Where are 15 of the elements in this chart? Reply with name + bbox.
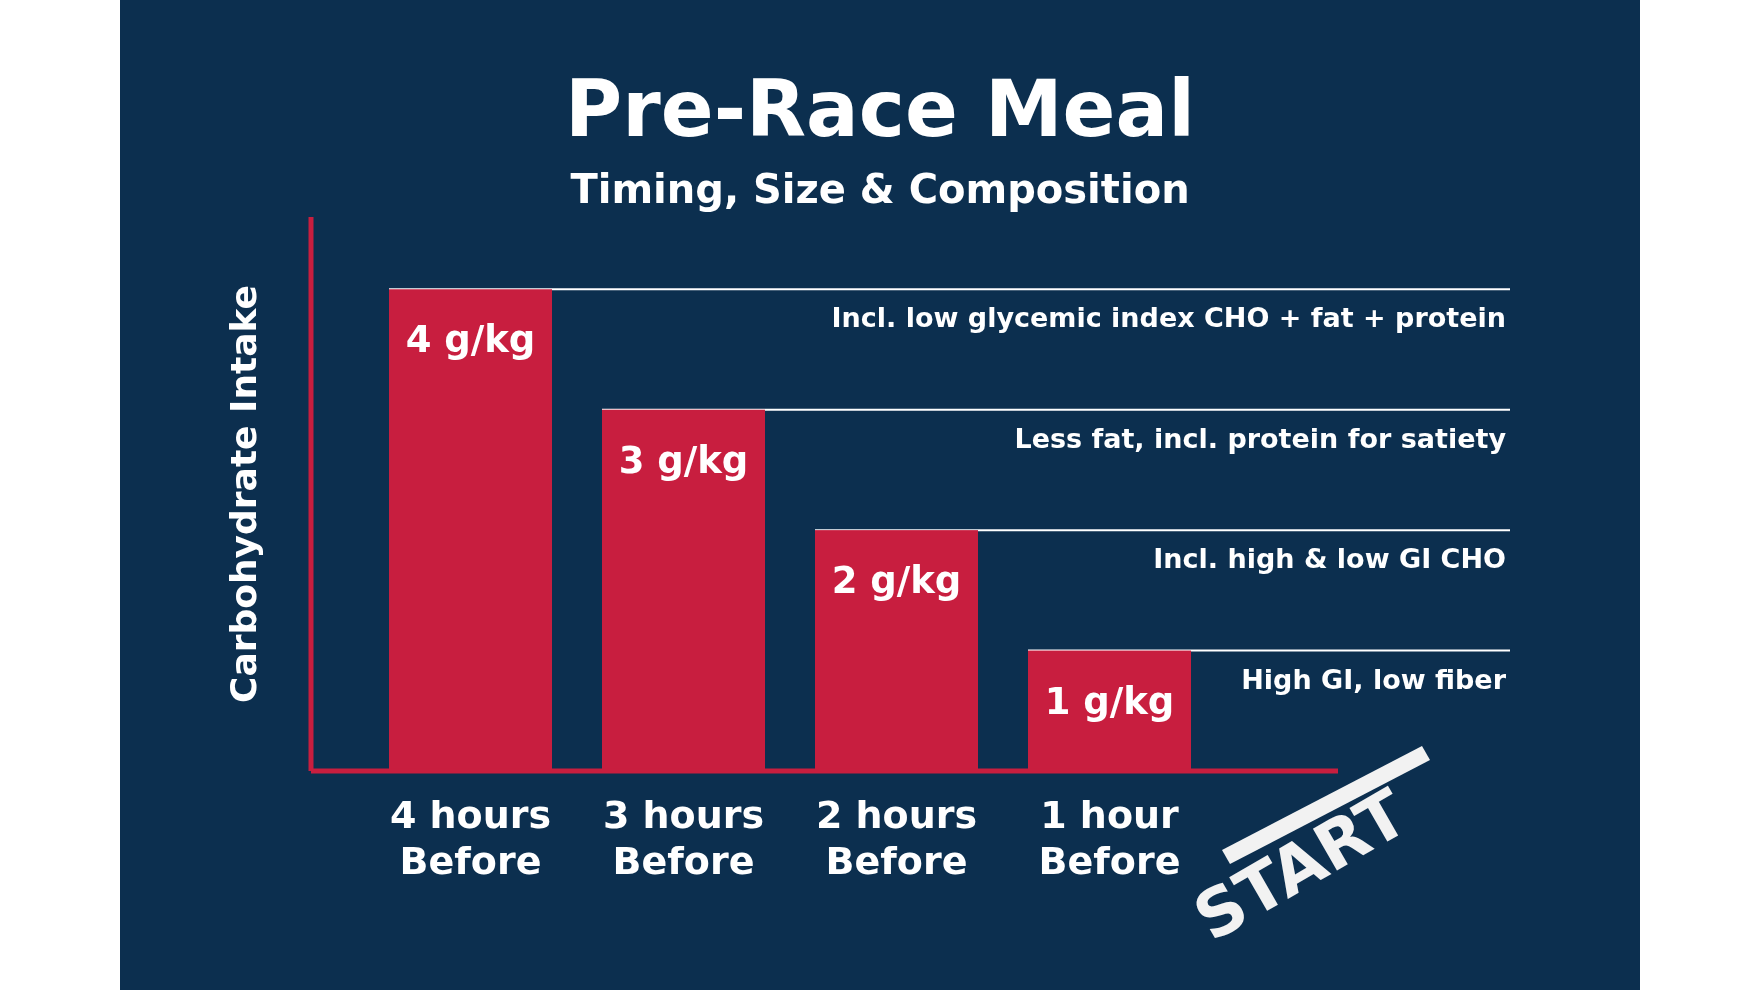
ref-line-label: Less fat, incl. protein for satiety xyxy=(1014,422,1507,454)
chart-subtitle: Timing, Size & Composition xyxy=(570,166,1190,212)
ref-line-label: Incl. low glycemic index CHO + fat + protein xyxy=(831,302,1506,334)
ref-line-label: Incl. high & low GI CHO xyxy=(1153,543,1506,575)
data-label: 2 g/kg xyxy=(831,559,962,603)
data-label: 1 g/kg xyxy=(1044,679,1175,723)
x-tick-label: 2 hours Before xyxy=(815,793,978,883)
data-label: 4 g/kg xyxy=(405,318,536,362)
x-tick-label: 4 hours Before xyxy=(389,793,552,883)
y-axis-title: Carbohydrate Intake xyxy=(223,285,264,703)
x-tick-label: 1 hour Before xyxy=(1038,793,1181,883)
data-label: 3 g/kg xyxy=(618,438,749,482)
chart-title: Pre-Race Meal xyxy=(565,64,1195,154)
ref-line-label: High GI, low fiber xyxy=(1241,663,1507,695)
x-tick-label: 3 hours Before xyxy=(602,793,765,883)
